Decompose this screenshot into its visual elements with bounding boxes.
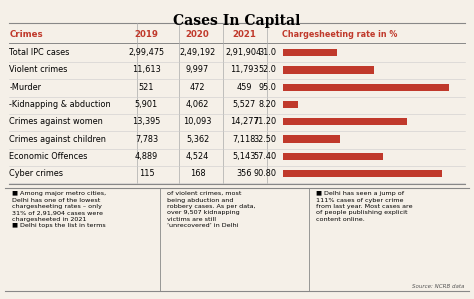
Text: -Murder: -Murder [9, 83, 41, 92]
Bar [283, 66, 374, 74]
Text: 14,277: 14,277 [230, 117, 258, 126]
Text: 2020: 2020 [186, 30, 210, 39]
Text: 13,395: 13,395 [132, 117, 161, 126]
Text: 459: 459 [236, 83, 252, 92]
Text: 8.20: 8.20 [259, 100, 276, 109]
Text: Cases In Capital: Cases In Capital [173, 14, 301, 28]
Text: 95.0: 95.0 [259, 83, 276, 92]
Text: 52.0: 52.0 [259, 65, 276, 74]
Text: Cyber crimes: Cyber crimes [9, 169, 64, 178]
Text: 472: 472 [190, 83, 205, 92]
Text: 71.20: 71.20 [254, 117, 276, 126]
Text: Chargesheeting rate in %: Chargesheeting rate in % [282, 30, 397, 39]
Bar [283, 84, 449, 91]
Text: 5,901: 5,901 [135, 100, 158, 109]
Text: 4,524: 4,524 [186, 152, 209, 161]
Text: 356: 356 [236, 169, 252, 178]
Text: 168: 168 [190, 169, 205, 178]
Bar [283, 153, 383, 160]
Text: 2,49,192: 2,49,192 [179, 48, 216, 57]
Text: 2019: 2019 [135, 30, 158, 39]
Text: Total IPC cases: Total IPC cases [9, 48, 70, 57]
Text: 2,99,475: 2,99,475 [128, 48, 164, 57]
Text: Violent crimes: Violent crimes [9, 65, 68, 74]
Text: Source: NCRB data: Source: NCRB data [412, 284, 465, 289]
Text: 2021: 2021 [232, 30, 256, 39]
Bar [283, 118, 408, 126]
Text: 115: 115 [138, 169, 154, 178]
Text: 5,362: 5,362 [186, 135, 209, 144]
Text: 7,118: 7,118 [232, 135, 255, 144]
Text: 32.50: 32.50 [254, 135, 276, 144]
Text: Economic Offences: Economic Offences [9, 152, 88, 161]
Text: 57.40: 57.40 [254, 152, 276, 161]
Text: 4,062: 4,062 [186, 100, 209, 109]
Text: 9,997: 9,997 [186, 65, 209, 74]
Text: 7,783: 7,783 [135, 135, 158, 144]
Text: 521: 521 [139, 83, 154, 92]
Text: ■ Delhi has seen a jump of
111% cases of cyber crime
from last year. Most cases : ■ Delhi has seen a jump of 111% cases of… [316, 191, 412, 222]
Text: ■ Among major metro cities,
Delhi has one of the lowest
chargesheeting rates – o: ■ Among major metro cities, Delhi has on… [12, 191, 106, 228]
Text: 4,889: 4,889 [135, 152, 158, 161]
Text: 31.0: 31.0 [258, 48, 276, 57]
Text: Crimes against women: Crimes against women [9, 117, 103, 126]
Text: 10,093: 10,093 [183, 117, 212, 126]
Text: -Kidnapping & abduction: -Kidnapping & abduction [9, 100, 111, 109]
Text: 11,613: 11,613 [132, 65, 161, 74]
Text: Crimes against children: Crimes against children [9, 135, 106, 144]
Bar [283, 170, 442, 177]
Text: 2,91,904: 2,91,904 [226, 48, 262, 57]
Bar [283, 101, 298, 108]
Text: Crimes: Crimes [9, 30, 43, 39]
Bar [283, 135, 340, 143]
Text: 5,527: 5,527 [232, 100, 255, 109]
Text: 5,143: 5,143 [232, 152, 255, 161]
Text: of violent crimes, most
being abduction and
robbery cases. As per data,
over 9,5: of violent crimes, most being abduction … [167, 191, 256, 228]
Text: 90.80: 90.80 [254, 169, 276, 178]
Text: 11,793: 11,793 [230, 65, 258, 74]
Bar [283, 49, 337, 56]
